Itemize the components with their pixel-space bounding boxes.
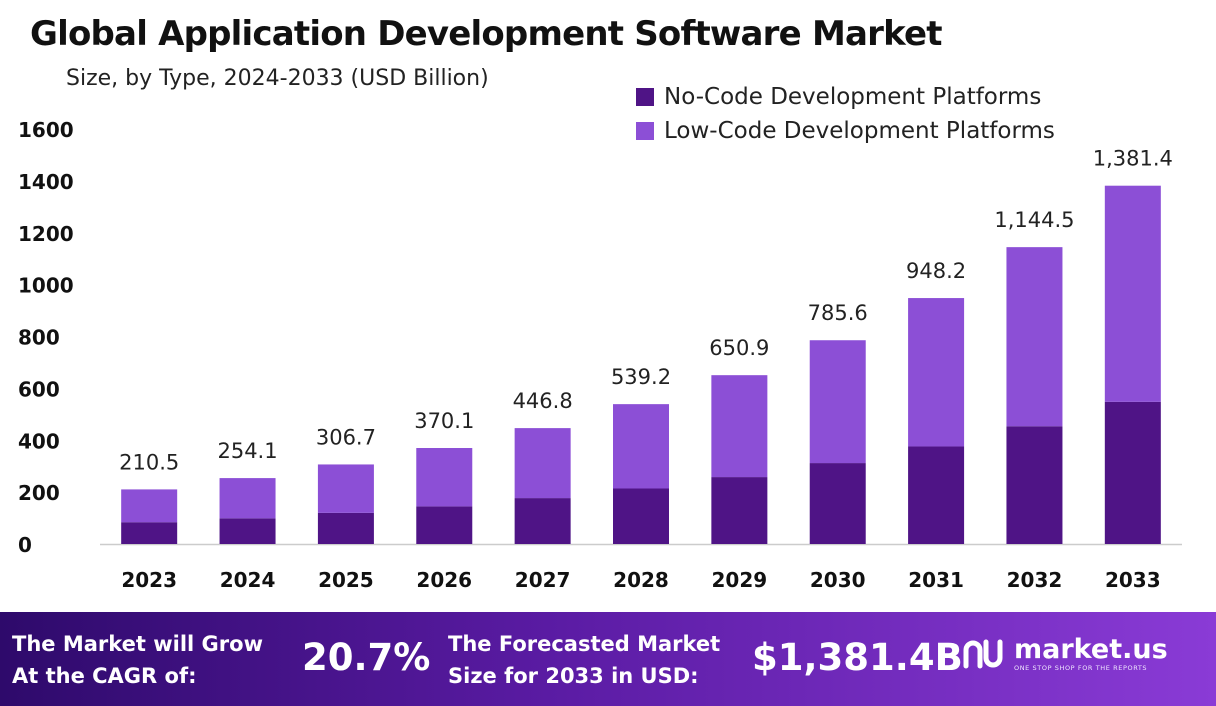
bar-total-label: 539.2	[611, 365, 671, 389]
cagr-caption-line1: The Market will Grow	[12, 632, 263, 656]
stacked-bar-chart: 0 200 400 600 800 1000 1200 1400 1600 210.5 2023 25…	[18, 118, 1182, 592]
bar-total-label: 446.8	[513, 389, 573, 413]
x-tick-label: 2029	[712, 568, 768, 592]
x-tick-label: 2028	[613, 568, 669, 592]
cagr-caption: The Market will Grow At the CAGR of:	[12, 628, 263, 692]
bar-segment-no-code	[613, 488, 669, 544]
cagr-caption-line2: At the CAGR of:	[12, 664, 197, 688]
bar-segment-low-code	[514, 428, 571, 499]
x-tick-label: 2032	[1007, 568, 1063, 592]
bar-segment-no-code	[1006, 426, 1063, 544]
legend-label-low-code: Low-Code Development Platforms	[664, 118, 1055, 144]
chart-subtitle: Size, by Type, 2024-2033 (USD Billion)	[66, 66, 489, 91]
brand-name: market.us	[1014, 634, 1168, 665]
legend-item-low-code: Low-Code Development Platforms	[636, 114, 1055, 148]
y-tick-label: 1200	[18, 222, 74, 246]
chart-legend: No-Code Development Platforms Low-Code D…	[636, 80, 1055, 148]
bar-total-label: 370.1	[414, 409, 474, 433]
footer-banner: The Market will Grow At the CAGR of: 20.…	[0, 612, 1216, 706]
y-tick-label: 600	[18, 377, 60, 401]
bar-total-label: 210.5	[119, 450, 179, 474]
bar-total-label: 1,144.5	[994, 208, 1074, 232]
bar-segment-no-code	[809, 463, 866, 544]
chart-title: Global Application Development Software …	[30, 14, 943, 54]
bar-segment-low-code	[219, 478, 276, 519]
brand-tagline: ONE STOP SHOP FOR THE REPORTS	[1014, 664, 1148, 672]
bar-total-label: 948.2	[906, 259, 966, 283]
x-tick-label: 2023	[121, 568, 177, 592]
x-tick-label: 2031	[908, 568, 964, 592]
bar-segment-low-code	[121, 489, 178, 523]
bar-segment-low-code	[317, 464, 374, 513]
y-tick-label: 200	[18, 481, 60, 505]
bar-segment-low-code	[809, 340, 866, 464]
bar-segment-no-code	[219, 518, 276, 544]
bar-segment-no-code	[514, 498, 571, 544]
bar-segment-no-code	[317, 512, 374, 544]
bar-segment-no-code	[121, 522, 178, 544]
x-tick-label: 2033	[1105, 568, 1161, 592]
market-us-logo-icon	[963, 639, 1003, 669]
forecast-caption-line2: Size for 2033 in USD:	[448, 664, 699, 688]
forecast-value: $1,381.4B	[752, 636, 963, 679]
cagr-value: 20.7%	[302, 636, 431, 679]
y-tick-label: 1600	[18, 118, 74, 142]
bar-total-label: 1,381.4	[1093, 147, 1173, 171]
forecast-caption-line1: The Forecasted Market	[448, 632, 721, 656]
x-tick-label: 2024	[220, 568, 276, 592]
bar-segment-low-code	[711, 375, 768, 478]
legend-swatch-low-code	[636, 122, 654, 140]
y-tick-label: 400	[18, 429, 60, 453]
legend-label-no-code: No-Code Development Platforms	[664, 84, 1042, 110]
bar-total-label: 785.6	[808, 301, 868, 325]
y-tick-label: 0	[18, 533, 32, 557]
bar-segment-no-code	[416, 506, 473, 544]
bar-segment-low-code	[613, 404, 669, 489]
bar-total-label: 306.7	[316, 425, 376, 449]
bar-total-label: 254.1	[217, 439, 277, 463]
x-tick-label: 2030	[810, 568, 866, 592]
y-tick-label: 1400	[18, 170, 74, 194]
legend-item-no-code: No-Code Development Platforms	[636, 80, 1055, 114]
x-tick-label: 2027	[515, 568, 571, 592]
bar-segment-low-code	[908, 298, 965, 447]
bar-segment-low-code	[1104, 185, 1161, 402]
legend-swatch-no-code	[636, 88, 654, 106]
y-tick-label: 1000	[18, 274, 74, 298]
bar-segment-no-code	[908, 446, 965, 544]
x-tick-label: 2025	[318, 568, 374, 592]
bar-segment-no-code	[711, 477, 768, 544]
y-tick-label: 800	[18, 326, 60, 350]
brand-logo[interactable]: market.us ONE STOP SHOP FOR THE REPORTS	[962, 636, 1168, 672]
bar-segment-no-code	[1104, 401, 1161, 544]
bar-segment-low-code	[1006, 247, 1063, 427]
x-tick-label: 2026	[416, 568, 472, 592]
bar-segment-low-code	[416, 448, 473, 507]
forecast-caption: The Forecasted Market Size for 2033 in U…	[448, 628, 720, 692]
bar-total-label: 650.9	[709, 336, 769, 360]
